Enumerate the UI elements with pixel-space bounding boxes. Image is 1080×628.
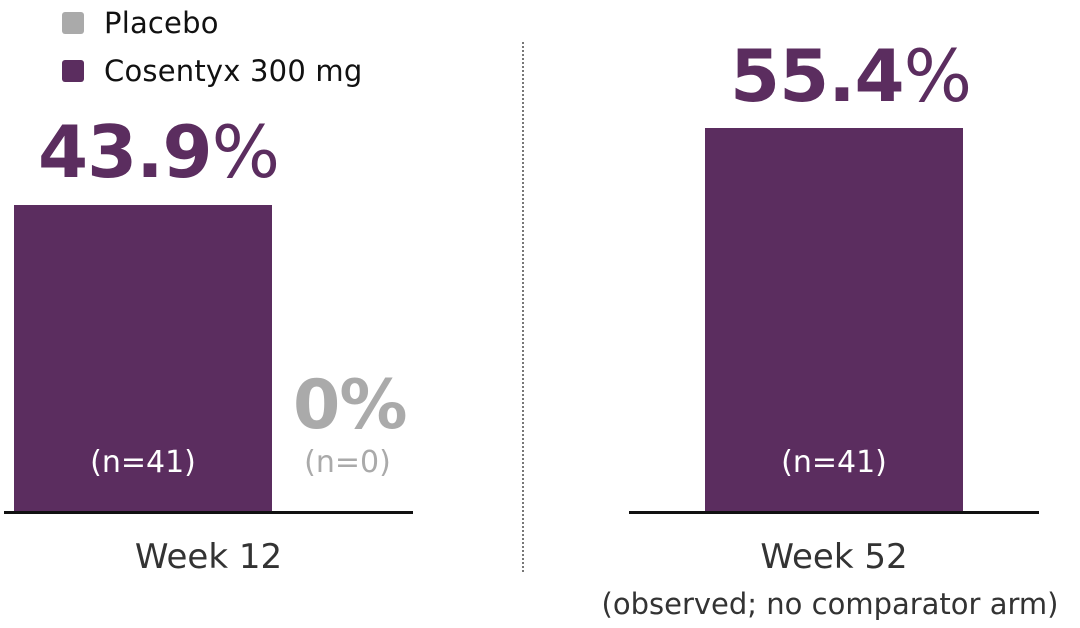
bar-week12-cosentyx xyxy=(14,205,272,512)
percent-sign: % xyxy=(903,34,972,118)
x-label-week12: Week 12 xyxy=(134,537,283,577)
percent-sign: % xyxy=(211,110,280,194)
legend-item-placebo: Placebo xyxy=(62,6,219,40)
value-label-week12-cosentyx: 43.9% xyxy=(38,116,280,188)
value-label-week12-placebo: 0% xyxy=(293,372,407,440)
legend-item-cosentyx: Cosentyx 300 mg xyxy=(62,54,362,88)
legend-label: Placebo xyxy=(104,6,219,40)
group-divider xyxy=(522,42,524,572)
value-number: 0 xyxy=(293,366,340,445)
n-label-week52-cosentyx: (n=41) xyxy=(781,445,887,480)
percent-sign: % xyxy=(339,366,407,445)
x-label-week52: Week 52 xyxy=(760,537,908,577)
value-number: 55.4 xyxy=(730,34,905,118)
baseline-week52 xyxy=(629,511,1039,514)
x-sublabel-week52: (observed; no comparator arm) xyxy=(601,587,1059,621)
n-label-week12-cosentyx: (n=41) xyxy=(90,445,196,480)
value-number: 43.9 xyxy=(38,110,213,194)
baseline-week12 xyxy=(4,511,413,514)
value-label-week52-cosentyx: 55.4% xyxy=(730,40,972,112)
bar-week52-cosentyx xyxy=(705,128,963,512)
n-label-week12-placebo: (n=0) xyxy=(304,445,391,480)
legend-swatch-cosentyx xyxy=(62,60,84,82)
legend-label: Cosentyx 300 mg xyxy=(104,54,363,88)
legend-swatch-placebo xyxy=(62,12,84,34)
